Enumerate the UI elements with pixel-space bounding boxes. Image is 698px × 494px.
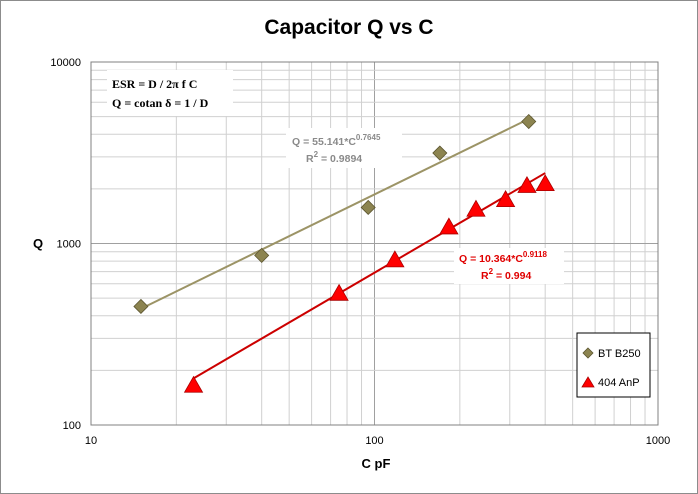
fit-label-404-anp: Q = 10.364*C0.9118 R2 = 0.994 bbox=[454, 248, 564, 284]
formula-q: Q = cotan δ = 1 / D bbox=[112, 96, 209, 110]
y-tick-label: 10000 bbox=[50, 57, 81, 69]
x-tick-labels: 10 100 1000 bbox=[85, 435, 670, 447]
trendlines bbox=[140, 116, 546, 380]
legend-triangle-icon bbox=[581, 376, 595, 388]
data-point-404-anp bbox=[517, 175, 537, 193]
x-tick-label: 100 bbox=[365, 435, 383, 447]
plot-area-border bbox=[90, 61, 659, 426]
y-tick-labels: 100 1000 10000 bbox=[50, 57, 81, 432]
y-axis-title: Q bbox=[33, 236, 43, 251]
data-point-404-anp bbox=[535, 174, 555, 192]
fit-equation-404-anp: Q = 10.364*C0.9118 bbox=[459, 250, 548, 265]
data-point-404-anp bbox=[466, 199, 486, 217]
legend-diamond-icon bbox=[582, 347, 594, 359]
data-point-bt-b250 bbox=[254, 247, 270, 263]
formula-annotation: ESR = D / 2π f C Q = cotan δ = 1 / D bbox=[107, 70, 233, 116]
fit-equation-bt-b250: Q = 55.141*C0.7645 bbox=[292, 133, 381, 148]
fit-r2-404-anp: R2 = 0.994 bbox=[481, 267, 531, 282]
fit-r2-bt-b250: R2 = 0.9894 bbox=[306, 150, 362, 165]
formula-esr: ESR = D / 2π f C bbox=[112, 77, 197, 91]
data-point-404-anp bbox=[495, 190, 516, 207]
y-tick-label: 1000 bbox=[57, 239, 81, 251]
trendline-series-1 bbox=[193, 172, 546, 380]
legend-label-bt-b250: BT B250 bbox=[598, 348, 641, 360]
data-point-bt-b250 bbox=[360, 199, 376, 216]
x-tick-label: 1000 bbox=[646, 435, 670, 447]
legend: BT B250 404 AnP bbox=[576, 332, 651, 398]
data-point-404-anp bbox=[329, 283, 349, 301]
x-axis-title: C pF bbox=[362, 456, 391, 471]
data-point-bt-b250 bbox=[521, 113, 537, 130]
data-point-404-anp bbox=[385, 250, 405, 268]
grid-lines bbox=[90, 62, 658, 426]
x-tick-label: 10 bbox=[85, 435, 97, 447]
data-point-404-anp bbox=[439, 217, 459, 235]
data-point-bt-b250 bbox=[133, 298, 149, 315]
trendline-series-0 bbox=[140, 116, 533, 310]
chart-title: Capacitor Q vs C bbox=[264, 16, 433, 39]
data-point-bt-b250 bbox=[432, 145, 448, 161]
fit-label-bt-b250: Q = 55.141*C0.7645 R2 = 0.9894 bbox=[286, 128, 402, 168]
y-tick-label: 100 bbox=[63, 420, 81, 432]
data-markers bbox=[133, 113, 555, 393]
data-point-404-anp bbox=[183, 375, 204, 393]
legend-label-404-anp: 404 AnP bbox=[598, 377, 640, 389]
